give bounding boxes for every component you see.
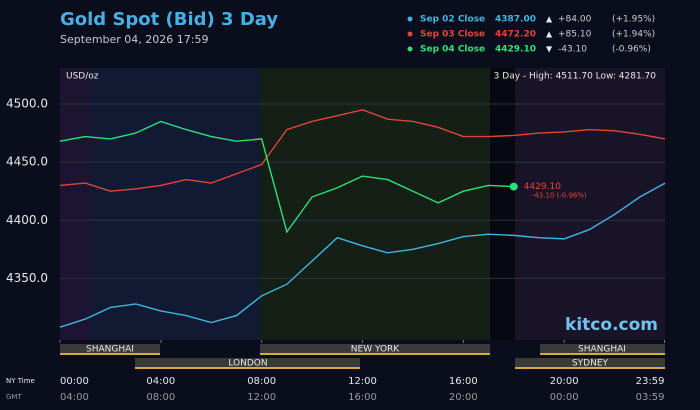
series-line	[59, 109, 666, 192]
session-band	[260, 68, 490, 340]
subtitle: September 04, 2026 17:59	[60, 33, 208, 46]
y-tick-label: 4400.0	[6, 213, 48, 227]
legend-change: -43.10	[558, 45, 587, 55]
x2-tick-label: 00:00	[550, 392, 579, 403]
session-label: LONDON	[228, 359, 267, 369]
x-tick-label: 20:00	[550, 376, 579, 387]
legend-direction: ▲	[546, 30, 553, 39]
annotation: 4429.10	[524, 182, 561, 192]
range-label: 3 Day - High: 4511.70 Low: 4281.70	[494, 72, 657, 82]
session-bar	[135, 358, 360, 368]
x2-tick-label: 04:00	[60, 392, 89, 403]
x-tick-label: 16:00	[449, 376, 478, 387]
session-label: NEW YORK	[351, 345, 401, 355]
legend-dot	[407, 16, 413, 22]
x-tick-label: 00:00	[60, 376, 89, 387]
session-label: SHANGHAI	[86, 345, 134, 355]
unit-label: USD/oz	[66, 72, 99, 82]
session-label: SHANGHAI	[578, 345, 626, 355]
end-marker	[509, 182, 518, 191]
y-tick-label: 4350.0	[6, 271, 48, 285]
series-line	[59, 182, 666, 328]
legend-dot	[407, 46, 413, 52]
annotation: -43.10 (-0.96%)	[532, 192, 587, 200]
legend-pct: (+1.95%)	[612, 15, 655, 25]
legend-name: Sep 02 Close	[420, 15, 485, 25]
session-label: SYDNEY	[572, 359, 609, 369]
legend-close: 4429.10	[495, 45, 536, 55]
y-tick-label: 4500.0	[6, 97, 48, 111]
session-bar	[540, 344, 665, 354]
session-band	[60, 68, 90, 340]
x2-tick-label: 12:00	[247, 392, 276, 403]
x2-axis-label: GMT	[6, 393, 22, 401]
y-tick-label: 4450.0	[6, 155, 48, 169]
session-bar	[260, 344, 490, 354]
legend-name: Sep 03 Close	[420, 30, 485, 40]
legend-close: 4472.20	[495, 30, 536, 40]
x2-tick-label: 20:00	[449, 392, 478, 403]
session-band	[515, 68, 665, 340]
legend-pct: (+1.94%)	[612, 30, 655, 40]
session-bar	[515, 358, 665, 368]
x2-tick-label: 16:00	[348, 392, 377, 403]
legend-direction: ▲	[546, 15, 553, 24]
legend-change: +85.10	[558, 30, 592, 40]
legend-name: Sep 04 Close	[420, 45, 485, 55]
series-line	[59, 120, 514, 234]
session-band	[490, 68, 515, 340]
legend-change: +84.00	[558, 15, 592, 25]
sessions: SHANGHAI NEW YORK SHANGHAI LONDON SYDNEY	[60, 344, 665, 369]
x2-tick-label: 03:59	[636, 392, 665, 403]
x2-tick-label: 08:00	[146, 392, 175, 403]
x-tick-label: 04:00	[146, 376, 175, 387]
x-axis-label: NY Time	[6, 377, 35, 385]
brand: kitco.com	[565, 315, 658, 335]
x-tick-label: 12:00	[348, 376, 377, 387]
x-tick-label: 08:00	[247, 376, 276, 387]
session-bar	[60, 344, 160, 354]
legend-direction: ▼	[546, 45, 553, 54]
legend-pct: (-0.96%)	[612, 45, 651, 55]
session-band	[60, 68, 260, 340]
x-tick-label: 23:59	[636, 376, 665, 387]
chart-title: Gold Spot (Bid) 3 Day	[60, 9, 278, 30]
legend-dot	[407, 31, 413, 37]
legend-close: 4387.00	[495, 15, 536, 25]
